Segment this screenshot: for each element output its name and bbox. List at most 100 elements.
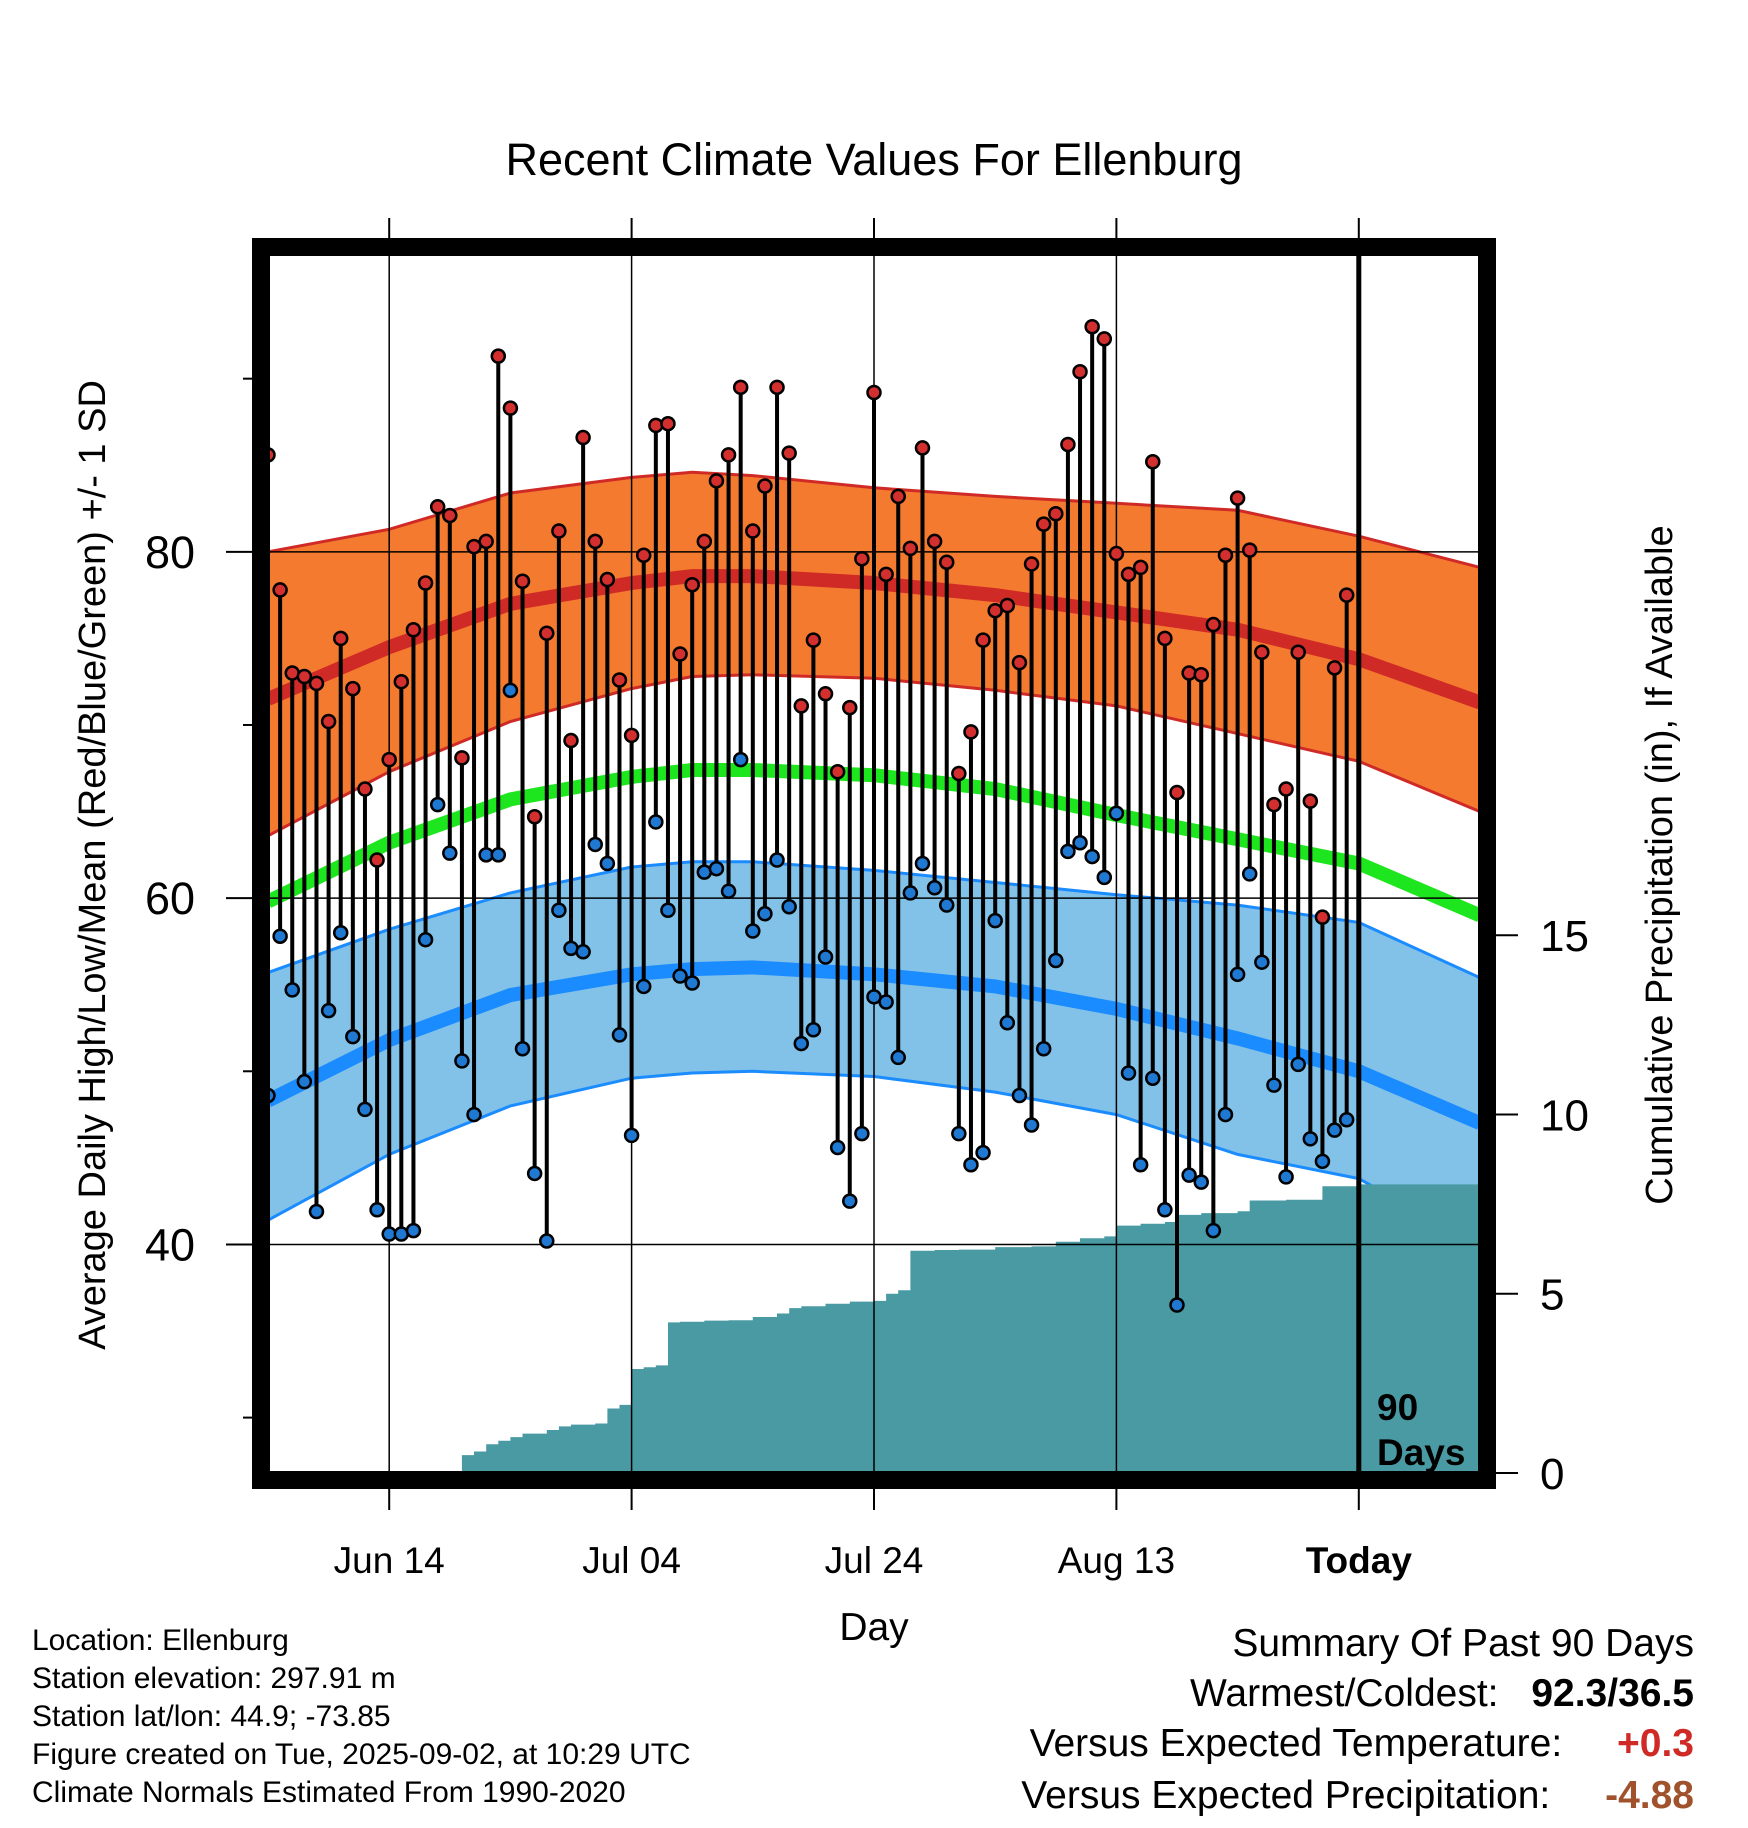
daily-high-point	[623, 727, 640, 744]
daily-low-point	[429, 796, 446, 813]
daily-high-point	[429, 499, 446, 515]
x-tick-label: Jul 24	[825, 1540, 924, 1581]
daily-low-point	[745, 923, 761, 939]
daily-high-point	[381, 751, 397, 768]
daily-high-point	[1217, 547, 1234, 564]
axis-ticks: Jun 14 Jul 04 Jul 24 Aug 13 Today 40 60 80 0 5 10 1…	[145, 218, 1589, 1581]
y-tick-label: 80	[145, 527, 195, 578]
daily-low-point	[1060, 843, 1076, 860]
daily-low-point	[1338, 1112, 1355, 1128]
daily-high-point	[502, 400, 519, 416]
daily-low-point	[684, 975, 700, 991]
daily-low-point	[405, 1222, 422, 1239]
y-tick-label: 40	[145, 1219, 195, 1270]
daily-high-point	[393, 673, 410, 690]
daily-high-point	[914, 440, 931, 456]
y-tick-label: 60	[145, 873, 195, 924]
daily-high-point	[1035, 516, 1052, 532]
summary-warm-cold: Warmest/Coldest: 92.3/36.5	[1190, 1672, 1694, 1716]
daily-low-point	[781, 899, 797, 915]
daily-low-point	[854, 1125, 870, 1142]
daily-low-point	[466, 1106, 482, 1123]
daily-low-point	[332, 925, 349, 941]
station-info: Location: Ellenburg Station elevation: 2…	[32, 1622, 691, 1812]
daily-low-point	[1278, 1169, 1294, 1185]
daily-low-point	[1302, 1131, 1319, 1147]
daily-low-point	[599, 855, 616, 872]
location-text: Location: Ellenburg	[32, 1624, 289, 1657]
daily-high-point	[611, 672, 628, 688]
daily-high-point	[599, 571, 616, 588]
daily-low-point	[926, 879, 943, 896]
daily-low-point	[284, 982, 300, 998]
daily-high-point	[878, 566, 894, 583]
daily-high-point	[720, 447, 737, 463]
daily-low-point	[1290, 1056, 1306, 1073]
daily-low-point	[1181, 1167, 1197, 1183]
daily-high-point	[1011, 654, 1028, 671]
y2-tick-label: 15	[1540, 912, 1589, 961]
daily-low-point	[672, 968, 688, 984]
daily-high-point	[951, 765, 967, 782]
daily-low-point	[1266, 1077, 1282, 1093]
x-tick-label: Aug 13	[1058, 1540, 1175, 1581]
daily-low-point	[999, 1015, 1016, 1031]
daily-low-point	[1217, 1106, 1234, 1123]
daily-low-point	[514, 1041, 531, 1057]
x-tick-label: Today	[1306, 1540, 1413, 1581]
x-axis-label: Day	[839, 1606, 909, 1649]
daily-high-point	[1096, 331, 1113, 347]
daily-low-point	[1229, 966, 1246, 983]
daily-high-point	[575, 429, 591, 446]
daily-high-point	[660, 415, 676, 432]
daily-low-point	[551, 902, 567, 919]
y2-tick-label: 0	[1540, 1450, 1564, 1499]
daily-low-point	[575, 944, 591, 960]
daily-low-point	[1193, 1174, 1209, 1190]
elevation-text: Station elevation: 297.91 m	[32, 1662, 396, 1695]
daily-low-point	[902, 885, 919, 901]
daily-high-point	[1338, 587, 1355, 603]
daily-low-point	[648, 814, 664, 830]
daily-values	[260, 318, 1355, 1313]
y-axis-label: Average Daily High/Low/Mean (Red/Blue/Gr…	[72, 380, 114, 1350]
daily-low-point	[757, 905, 773, 922]
daily-high-point	[757, 478, 773, 494]
daily-high-point	[817, 686, 834, 702]
daily-low-point	[345, 1028, 361, 1045]
daily-high-point	[648, 417, 664, 434]
daily-high-point	[854, 551, 870, 567]
daily-high-point	[442, 507, 458, 524]
daily-high-point	[357, 781, 373, 797]
y2-tick-label: 10	[1540, 1091, 1589, 1140]
daily-high-point	[1302, 793, 1319, 809]
daily-low-point	[1157, 1202, 1173, 1218]
daily-low-point	[1048, 952, 1064, 969]
daily-high-point	[551, 523, 567, 539]
daily-low-point	[1072, 834, 1088, 851]
daily-low-point	[526, 1165, 543, 1182]
daily-high-point	[405, 621, 422, 638]
daily-low-point	[539, 1233, 555, 1249]
daily-high-point	[684, 576, 700, 593]
daily-low-point	[357, 1101, 373, 1118]
daily-low-point	[890, 1049, 906, 1066]
daily-high-point	[781, 445, 797, 461]
daily-high-point	[708, 473, 725, 489]
daily-high-point	[635, 547, 652, 564]
daily-low-point	[442, 845, 458, 861]
daily-high-point	[1060, 436, 1076, 453]
plot-frame	[252, 238, 1496, 1489]
daily-low-point	[587, 836, 603, 853]
daily-low-point	[417, 931, 434, 948]
daily-high-point	[345, 680, 361, 697]
daily-low-point	[732, 751, 749, 768]
today-days-word: Days	[1377, 1432, 1465, 1473]
daily-low-point	[769, 852, 785, 868]
daily-high-point	[1072, 363, 1088, 380]
normals-text: Climate Normals Estimated From 1990-2020	[32, 1776, 626, 1809]
created-text: Figure created on Tue, 2025-09-02, at 10…	[32, 1738, 691, 1771]
daily-high-point	[999, 597, 1016, 614]
daily-high-point	[369, 852, 385, 868]
daily-low-point	[490, 847, 507, 863]
